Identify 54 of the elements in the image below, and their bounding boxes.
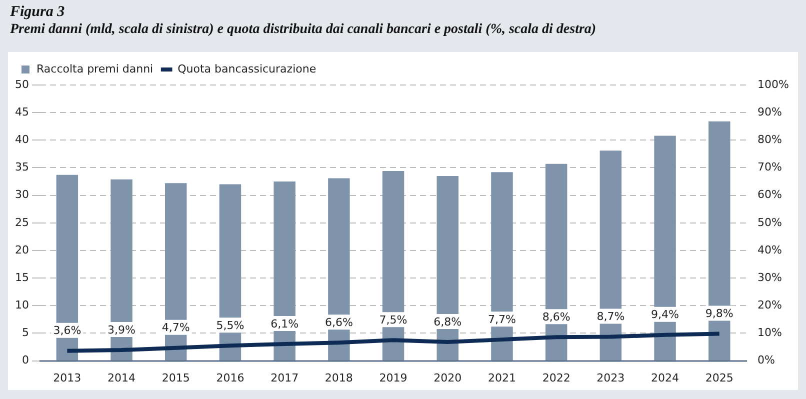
data-label: 3,6% [53, 324, 82, 338]
y2-tick-label: 50% [758, 216, 782, 229]
y2-tick-label: 60% [758, 188, 782, 202]
x-tick-label: 2017 [270, 371, 299, 384]
y2-tick-label: 80% [758, 133, 782, 146]
y-tick-label: 35 [14, 160, 29, 174]
y2-tick-label: 10% [758, 326, 782, 340]
x-tick-label: 2021 [488, 371, 516, 384]
y2-tick-label: 100% [758, 78, 790, 91]
y-tick-label: 45 [14, 105, 29, 118]
bar [56, 174, 78, 360]
y-tick-label: 0 [22, 354, 29, 367]
legend-label: Raccolta premi danni [36, 62, 154, 76]
chart-title: Figura 3 [10, 4, 65, 21]
x-tick-label: 2018 [324, 371, 353, 384]
y-tick-label: 15 [14, 270, 29, 284]
data-label: 7,7% [488, 312, 516, 326]
x-tick-label: 2022 [542, 371, 570, 384]
chart-subtitle: Premi danni (mld, scala di sinistra) e quota distribuita dai canali bancari e postali (%, scala di destra) [10, 22, 596, 38]
data-label: 8,6% [542, 310, 570, 324]
data-label: 3,9% [108, 323, 136, 336]
data-label: 5,5% [216, 318, 244, 332]
y-tick-label: 10 [14, 298, 29, 312]
data-label: 4,7% [162, 321, 190, 334]
y2-tick-label: 90% [758, 105, 782, 118]
x-tick-label: 2015 [162, 371, 190, 384]
x-tick-label: 2014 [108, 371, 136, 384]
legend-label: Quota bancassicurazione [178, 62, 316, 76]
y-tick-label: 40 [14, 133, 29, 146]
data-label: 6,1% [270, 317, 299, 330]
y2-tick-label: 0% [758, 354, 776, 367]
y2-tick-label: 70% [758, 160, 782, 174]
y2-tick-label: 40% [758, 243, 782, 256]
x-tick-label: 2024 [651, 371, 680, 384]
bar [600, 150, 622, 360]
x-tick-label: 2020 [434, 371, 462, 384]
x-tick-label: 2013 [53, 371, 82, 384]
x-tick-label: 2019 [379, 371, 408, 384]
y-tick-label: 5 [22, 326, 29, 340]
data-label: 8,7% [596, 310, 625, 324]
x-tick-label: 2023 [596, 371, 625, 384]
data-label: 6,6% [324, 316, 353, 329]
data-label: 9,8% [705, 307, 734, 320]
y2-tick-label: 30% [758, 270, 782, 284]
x-tick-label: 2016 [216, 371, 244, 384]
data-label: 7,5% [379, 313, 408, 326]
data-label: 9,4% [651, 308, 680, 322]
x-tick-label: 2025 [705, 371, 734, 384]
y-tick-label: 25 [14, 216, 29, 229]
y-tick-label: 20 [14, 243, 29, 256]
y2-tick-label: 20% [758, 298, 782, 312]
data-label: 6,8% [434, 315, 462, 328]
y-tick-label: 30 [14, 188, 29, 202]
y-tick-label: 50 [14, 78, 29, 91]
